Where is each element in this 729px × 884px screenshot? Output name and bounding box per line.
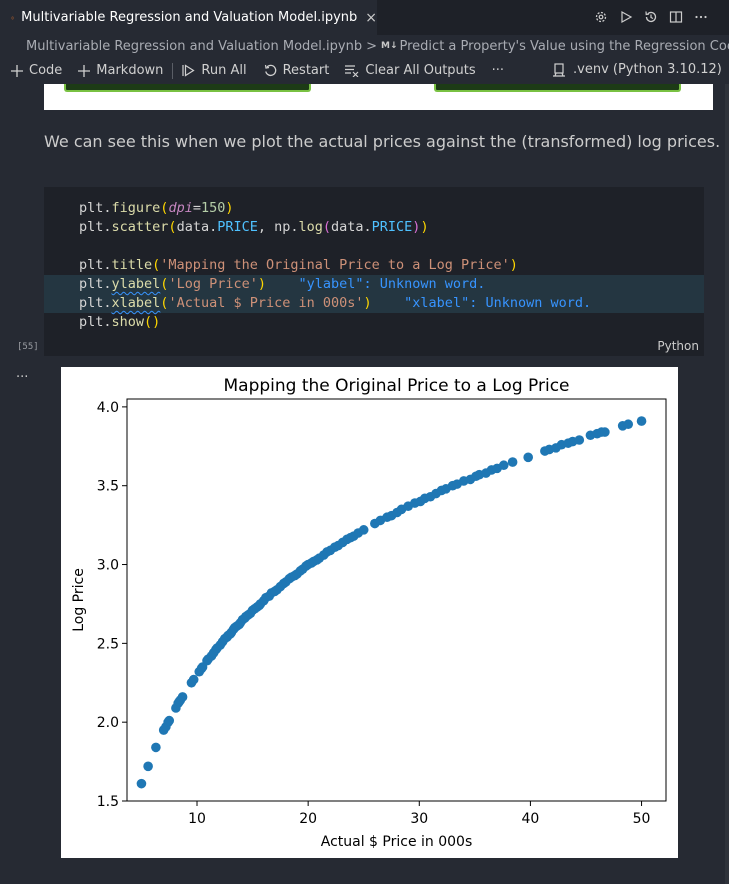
code-line: plt.scatter(data.PRICE, np.log(data.PRIC…	[79, 219, 429, 235]
data-point	[358, 525, 369, 535]
data-point	[151, 742, 161, 753]
breadcrumb: Multivariable Regression and Valuation M…	[0, 35, 729, 57]
add-code-label: Code	[29, 63, 63, 78]
run-all-button[interactable]: Run All	[182, 63, 247, 78]
diagnostic-line-highlight	[44, 275, 704, 294]
clear-all-icon	[345, 64, 359, 77]
run-all-label: Run All	[201, 63, 247, 78]
data-point	[143, 761, 153, 772]
breadcrumb-section[interactable]: Predict a Property's Value using the Reg…	[399, 38, 729, 54]
chevron-right-icon: >	[366, 38, 378, 54]
scatter-chart: 10 20 30 40 50 1.5 2.0 2.5 3.0 3.5 4.0 Mapping the …	[71, 376, 667, 850]
markdown-icon: M↓	[381, 41, 398, 51]
y-axis-label: Log Price	[71, 568, 87, 632]
y-tick-label: 1.5	[97, 794, 119, 810]
notebook-tab[interactable]: Multivariable Regression and Valuation M…	[0, 0, 377, 35]
previous-output	[44, 84, 713, 110]
toolbar-divider	[172, 62, 174, 79]
diagnostic-message: "xlabel": Unknown word.	[404, 295, 592, 311]
y-tick-label: 4.0	[97, 400, 119, 416]
more-icon[interactable]	[693, 8, 709, 26]
y-tick-label: 2.0	[97, 715, 119, 731]
data-point	[507, 457, 518, 467]
code-line: plt.show()	[79, 314, 161, 330]
y-tick-label: 3.5	[97, 479, 119, 495]
add-code-button[interactable]: Code	[11, 63, 62, 78]
data-point	[523, 452, 533, 463]
data-point	[574, 435, 585, 445]
y-tick-label: 2.5	[97, 636, 119, 652]
code-cell[interactable]: plt.figure(dpi=150) plt.scatter(data.PRI…	[44, 187, 704, 356]
data-point	[600, 427, 610, 437]
plot-output: 10 20 30 40 50 1.5 2.0 2.5 3.0 3.5 4.0 Mapping the …	[61, 367, 678, 858]
breadcrumb-file[interactable]: Multivariable Regression and Valuation M…	[26, 38, 363, 54]
editor-scrollbar[interactable]	[725, 84, 729, 884]
jupyter-icon	[11, 16, 14, 19]
data-point	[177, 692, 188, 702]
output-widget-edge	[64, 84, 311, 92]
output-more-icon[interactable]: ...	[16, 366, 29, 381]
kernel-icon	[553, 62, 565, 77]
run-all-icon	[182, 64, 196, 77]
kernel-picker[interactable]: .venv (Python 3.10.12)	[552, 62, 722, 77]
plus-icon	[11, 64, 23, 77]
y-tick-label: 3.0	[97, 558, 119, 574]
data-point	[498, 460, 509, 471]
settings-icon[interactable]	[593, 8, 609, 26]
add-markdown-label: Markdown	[96, 63, 164, 78]
split-editor-icon[interactable]	[668, 8, 684, 26]
editor-tab-bar: Multivariable Regression and Valuation M…	[0, 0, 729, 35]
restart-label: Restart	[282, 63, 330, 78]
close-icon[interactable]: ×	[365, 9, 377, 26]
add-markdown-button[interactable]: Markdown	[78, 63, 163, 78]
data-point	[623, 419, 634, 430]
diagnostic-line-highlight	[44, 294, 704, 313]
plus-icon	[78, 64, 91, 77]
run-icon[interactable]	[618, 8, 634, 26]
x-tick-label: 30	[410, 811, 428, 827]
data-point	[188, 674, 199, 685]
code-line: plt.title('Mapping the Original Price to…	[79, 257, 518, 273]
markdown-cell-text: We can see this when we plot the actual …	[44, 132, 721, 151]
kernel-label: .venv (Python 3.10.12)	[573, 62, 722, 77]
execution-count: [55]	[17, 342, 39, 352]
data-point	[136, 778, 147, 789]
plot-frame	[126, 398, 667, 802]
chart-title: Mapping the Original Price to a Log Pric…	[224, 376, 570, 396]
cell-language-label[interactable]: Python	[657, 339, 699, 353]
x-axis-label: Actual $ Price in 000s	[321, 834, 473, 850]
x-tick-label: 20	[299, 811, 317, 827]
restart-icon	[264, 64, 276, 77]
x-tick-label: 50	[633, 811, 651, 827]
history-icon[interactable]	[643, 8, 659, 26]
code-line: plt.xlabel('Actual $ Price in 000s') "xl…	[79, 295, 592, 311]
output-widget-edge	[434, 84, 681, 92]
data-point	[164, 715, 175, 726]
data-point	[636, 416, 647, 426]
x-tick-label: 40	[522, 811, 540, 827]
code-line: plt.ylabel('Log Price') "ylabel": Unknow…	[79, 276, 486, 292]
x-tick-label: 10	[188, 811, 206, 827]
clear-outputs-label: Clear All Outputs	[365, 63, 476, 78]
clear-outputs-button[interactable]: Clear All Outputs	[345, 63, 476, 78]
tab-title: Multivariable Regression and Valuation M…	[21, 10, 358, 25]
code-line: plt.figure(dpi=150)	[79, 200, 234, 216]
toolbar-more-button[interactable]: ···	[491, 63, 505, 78]
diagnostic-message: "ylabel": Unknown word.	[298, 276, 486, 292]
restart-button[interactable]: Restart	[264, 63, 330, 78]
notebook-toolbar: Code Markdown Run All Restart Clear All …	[0, 57, 729, 84]
